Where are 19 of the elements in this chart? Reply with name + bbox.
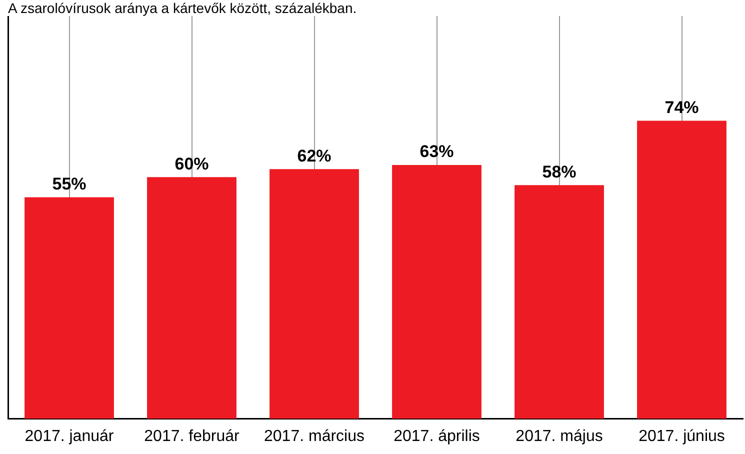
bar bbox=[270, 169, 359, 419]
bar bbox=[24, 197, 114, 419]
data-label: 55% bbox=[52, 174, 86, 194]
bar bbox=[514, 185, 604, 419]
x-tick-label: 2017. január bbox=[24, 428, 114, 445]
data-label: 63% bbox=[420, 142, 454, 162]
data-label: 74% bbox=[664, 98, 699, 117]
bar bbox=[637, 120, 726, 419]
data-label: 60% bbox=[174, 154, 209, 174]
x-tick-label: 2017. május bbox=[516, 428, 603, 445]
x-tick-label: 2017. március bbox=[264, 428, 364, 445]
bar bbox=[147, 177, 236, 419]
chart-title: A zsarolóvírusok aránya a kártevők között, százalékban. bbox=[7, 0, 358, 16]
data-label: 62% bbox=[297, 146, 332, 166]
data-label: 58% bbox=[542, 162, 576, 182]
x-tick-label: 2017. április bbox=[394, 428, 480, 445]
bar bbox=[392, 165, 482, 419]
x-tick-label: 2017. június bbox=[638, 428, 725, 445]
x-tick-label: 2017. február bbox=[144, 428, 240, 445]
